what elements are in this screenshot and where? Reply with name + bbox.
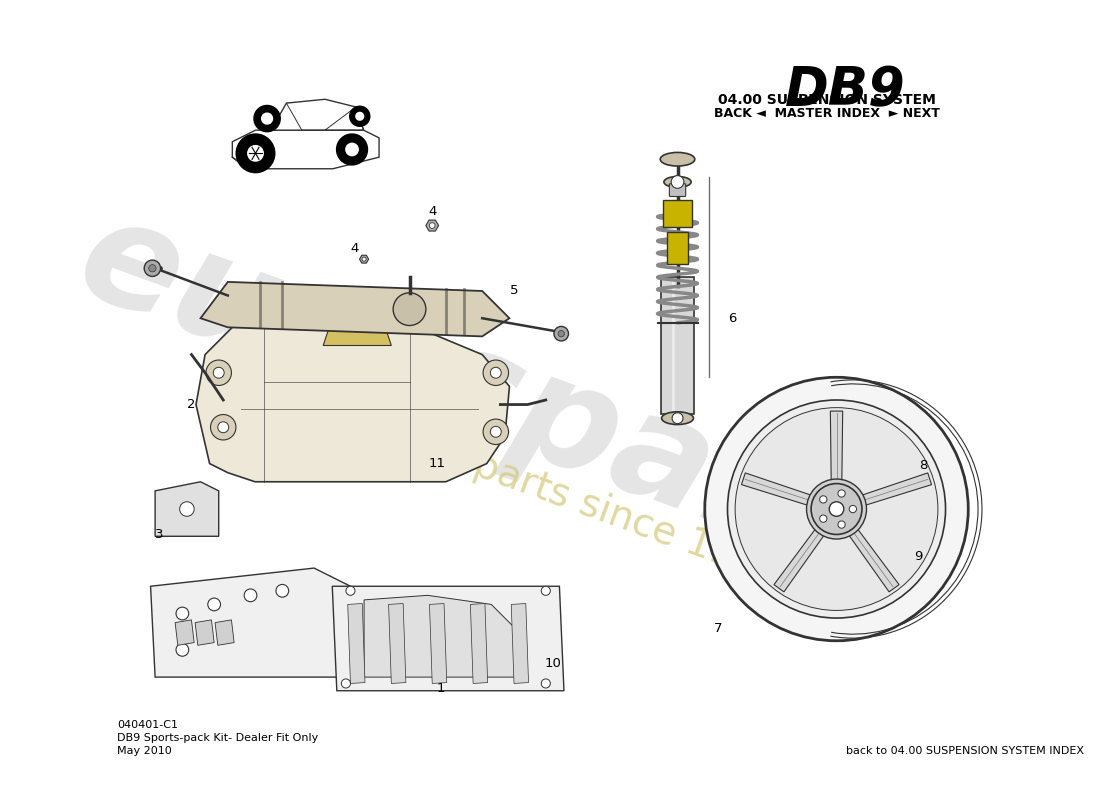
Circle shape [210, 414, 236, 440]
Polygon shape [667, 232, 689, 264]
Circle shape [148, 265, 156, 272]
Polygon shape [512, 603, 528, 683]
Circle shape [362, 257, 366, 262]
Circle shape [558, 330, 564, 337]
Ellipse shape [661, 412, 693, 425]
Circle shape [727, 400, 946, 618]
Circle shape [350, 106, 370, 126]
Text: DB9 Sports-pack Kit- Dealer Fit Only: DB9 Sports-pack Kit- Dealer Fit Only [117, 733, 318, 743]
Text: BACK ◄  MASTER INDEX  ► NEXT: BACK ◄ MASTER INDEX ► NEXT [715, 107, 940, 121]
Circle shape [345, 143, 359, 156]
Circle shape [144, 260, 161, 277]
Circle shape [483, 419, 508, 445]
Text: 8: 8 [918, 459, 927, 472]
Circle shape [244, 589, 257, 602]
Polygon shape [847, 526, 899, 592]
Circle shape [176, 643, 189, 656]
Polygon shape [388, 603, 406, 683]
Circle shape [218, 422, 229, 433]
Circle shape [671, 175, 684, 188]
Polygon shape [151, 568, 368, 677]
Circle shape [206, 360, 231, 386]
Polygon shape [360, 255, 368, 263]
Text: eurospares: eurospares [60, 185, 976, 633]
Circle shape [811, 483, 862, 534]
Circle shape [248, 146, 263, 161]
Text: 4: 4 [428, 205, 437, 218]
Circle shape [806, 479, 867, 539]
Circle shape [491, 367, 502, 378]
Text: 9: 9 [914, 550, 923, 562]
Text: 5: 5 [509, 285, 518, 298]
Polygon shape [364, 595, 518, 677]
Polygon shape [232, 130, 380, 169]
Ellipse shape [664, 177, 691, 187]
Text: back to 04.00 SUSPENSION SYSTEM INDEX: back to 04.00 SUSPENSION SYSTEM INDEX [846, 746, 1084, 756]
Circle shape [356, 112, 364, 120]
Polygon shape [155, 482, 219, 536]
Text: 1: 1 [437, 682, 446, 695]
Polygon shape [774, 526, 826, 592]
FancyBboxPatch shape [669, 184, 685, 197]
Circle shape [176, 607, 189, 620]
Polygon shape [348, 603, 365, 683]
Circle shape [820, 496, 827, 503]
Text: 2: 2 [187, 398, 196, 411]
Text: 7: 7 [714, 622, 723, 635]
Circle shape [345, 586, 355, 595]
Circle shape [337, 134, 367, 165]
Circle shape [735, 408, 938, 610]
Circle shape [838, 521, 845, 528]
Circle shape [541, 586, 550, 595]
Text: 04.00 SUSPENSION SYSTEM: 04.00 SUSPENSION SYSTEM [718, 93, 936, 107]
Text: DB9: DB9 [785, 64, 906, 116]
Polygon shape [196, 318, 509, 482]
Polygon shape [429, 603, 447, 683]
Circle shape [208, 598, 220, 610]
Text: 11: 11 [428, 457, 446, 470]
Text: 040401-C1: 040401-C1 [117, 720, 178, 730]
Circle shape [341, 679, 351, 688]
Polygon shape [471, 603, 487, 683]
Polygon shape [200, 282, 509, 337]
Polygon shape [830, 411, 843, 484]
Circle shape [262, 113, 273, 124]
Circle shape [483, 360, 508, 386]
Circle shape [849, 506, 857, 513]
Circle shape [672, 413, 683, 424]
Text: 3: 3 [155, 528, 164, 541]
Circle shape [829, 502, 844, 516]
Polygon shape [323, 318, 392, 346]
Polygon shape [426, 220, 439, 231]
Circle shape [838, 490, 845, 497]
Circle shape [705, 378, 968, 641]
Circle shape [491, 426, 502, 438]
Circle shape [393, 293, 426, 326]
Circle shape [820, 515, 827, 522]
Ellipse shape [660, 153, 695, 166]
Circle shape [541, 679, 550, 688]
Polygon shape [195, 620, 214, 646]
Polygon shape [271, 99, 364, 130]
Polygon shape [663, 200, 692, 227]
Polygon shape [216, 620, 234, 646]
Polygon shape [859, 473, 932, 506]
Text: a part for parts since 1985: a part for parts since 1985 [286, 380, 786, 593]
Polygon shape [332, 586, 564, 690]
Circle shape [254, 106, 280, 132]
Text: May 2010: May 2010 [117, 746, 172, 756]
Polygon shape [175, 620, 195, 646]
Circle shape [213, 367, 224, 378]
Circle shape [179, 502, 195, 516]
Circle shape [276, 585, 288, 597]
Text: 10: 10 [544, 657, 561, 670]
Circle shape [236, 134, 275, 173]
Text: 6: 6 [728, 312, 736, 325]
Circle shape [554, 326, 569, 341]
Polygon shape [661, 278, 694, 414]
Text: 4: 4 [351, 242, 360, 254]
Polygon shape [741, 473, 814, 506]
Circle shape [429, 222, 436, 229]
